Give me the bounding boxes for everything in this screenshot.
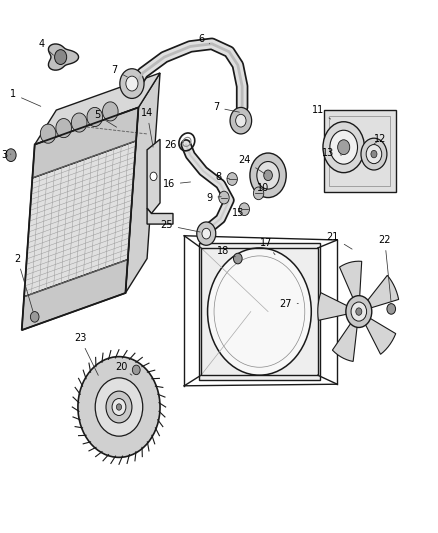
Polygon shape — [364, 317, 396, 354]
Polygon shape — [365, 276, 399, 309]
Text: 9: 9 — [206, 192, 221, 203]
Polygon shape — [147, 139, 160, 214]
Polygon shape — [49, 44, 78, 70]
Circle shape — [55, 50, 67, 64]
Circle shape — [387, 304, 396, 314]
Text: 16: 16 — [162, 179, 191, 189]
Text: 22: 22 — [378, 235, 391, 301]
Text: 25: 25 — [160, 220, 200, 232]
Circle shape — [330, 130, 357, 164]
Text: 4: 4 — [38, 39, 53, 55]
Text: 5: 5 — [94, 110, 117, 127]
Text: 6: 6 — [198, 34, 210, 44]
Polygon shape — [32, 108, 138, 178]
Circle shape — [253, 187, 264, 200]
Circle shape — [30, 312, 39, 322]
Circle shape — [78, 357, 160, 457]
Circle shape — [257, 161, 279, 189]
Circle shape — [112, 399, 126, 416]
Circle shape — [250, 153, 286, 198]
Text: 21: 21 — [327, 232, 352, 249]
Polygon shape — [339, 261, 362, 301]
Circle shape — [351, 302, 367, 321]
Circle shape — [356, 308, 362, 316]
Text: 13: 13 — [322, 148, 342, 158]
Text: 18: 18 — [217, 246, 235, 257]
Circle shape — [117, 404, 122, 410]
Text: 7: 7 — [213, 102, 240, 112]
Wedge shape — [56, 118, 71, 138]
Polygon shape — [22, 260, 128, 330]
Text: 10: 10 — [257, 183, 269, 193]
Circle shape — [366, 144, 382, 164]
Circle shape — [208, 248, 311, 375]
Text: 27: 27 — [279, 298, 298, 309]
Circle shape — [132, 365, 140, 375]
Circle shape — [219, 191, 229, 204]
Circle shape — [106, 391, 132, 423]
Text: 3: 3 — [1, 150, 11, 160]
Circle shape — [323, 122, 364, 173]
Circle shape — [338, 140, 350, 155]
Polygon shape — [24, 141, 136, 297]
Polygon shape — [147, 208, 173, 224]
Text: 26: 26 — [165, 140, 183, 150]
Circle shape — [230, 108, 252, 134]
Text: 24: 24 — [238, 156, 265, 174]
Polygon shape — [125, 73, 160, 293]
Circle shape — [95, 378, 143, 436]
Wedge shape — [87, 108, 102, 126]
Text: 8: 8 — [215, 172, 230, 182]
Circle shape — [264, 170, 272, 181]
Polygon shape — [318, 293, 350, 320]
Text: 17: 17 — [260, 238, 275, 255]
Circle shape — [6, 149, 16, 161]
Text: 2: 2 — [14, 254, 33, 312]
Text: 23: 23 — [74, 333, 98, 375]
Text: 7: 7 — [112, 66, 127, 77]
Circle shape — [120, 69, 144, 99]
Circle shape — [236, 114, 246, 127]
Polygon shape — [332, 320, 357, 361]
Circle shape — [239, 203, 250, 216]
Circle shape — [346, 296, 372, 327]
Polygon shape — [324, 110, 396, 192]
Circle shape — [150, 172, 157, 181]
Circle shape — [371, 150, 377, 158]
Circle shape — [197, 222, 216, 245]
Wedge shape — [71, 113, 87, 132]
Text: 14: 14 — [141, 108, 153, 147]
Text: 15: 15 — [232, 208, 244, 219]
Circle shape — [202, 228, 211, 239]
Wedge shape — [40, 124, 56, 143]
Text: 11: 11 — [312, 105, 331, 119]
Text: 1: 1 — [10, 89, 41, 106]
Polygon shape — [199, 243, 320, 381]
Circle shape — [361, 138, 387, 170]
Circle shape — [126, 76, 138, 91]
Wedge shape — [102, 102, 118, 121]
Text: 12: 12 — [374, 134, 387, 144]
Polygon shape — [35, 73, 160, 144]
Text: 20: 20 — [115, 362, 132, 375]
Circle shape — [227, 173, 237, 185]
Circle shape — [233, 253, 242, 264]
